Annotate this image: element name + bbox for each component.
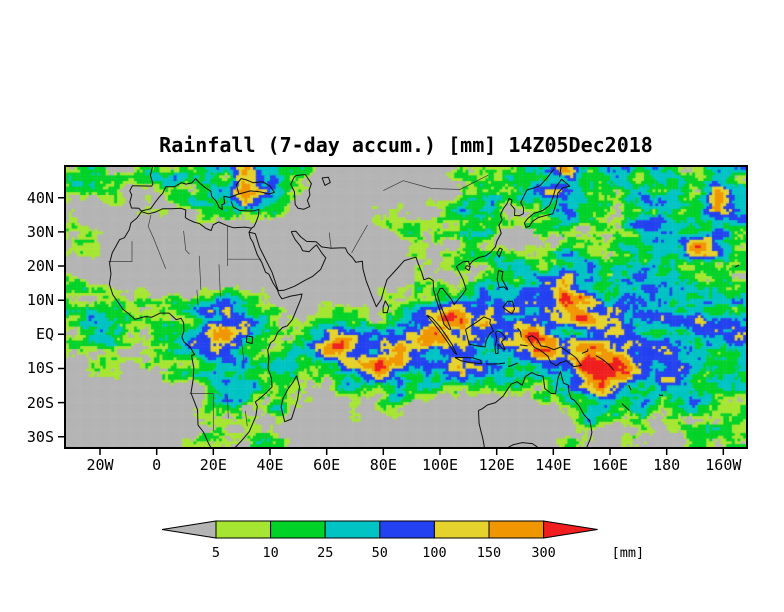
lat-tick-label: 30S: [26, 427, 54, 446]
lat-tick-label: 20S: [26, 393, 54, 412]
country-borders-path: [108, 174, 489, 432]
colorbar-segment: [324, 520, 381, 539]
chart-title: Rainfall (7-day accum.) [mm] 14Z05Dec201…: [159, 133, 653, 157]
lat-tick-label: 20N: [26, 257, 54, 276]
colorbar-label: 300: [531, 545, 555, 561]
colorbar-label: 5: [212, 545, 220, 561]
colorbar-segment: [215, 520, 272, 539]
lon-tick-label: 60E: [313, 456, 341, 474]
lon-tick-label: 20W: [86, 456, 114, 474]
lon-tick-label: 120E: [478, 456, 515, 474]
colorbar-units-label: [mm]: [612, 545, 645, 561]
colorbar-legend: 5 10 25 50 100 150 300 [mm]: [161, 520, 645, 561]
lon-tick-label: 40E: [256, 456, 284, 474]
rainfall-field-canvas: [66, 167, 746, 447]
colorbar-label: 150: [477, 545, 501, 561]
lon-tick-label: 80E: [369, 456, 397, 474]
colorbar-segment: [488, 520, 545, 539]
colorbar-label: 10: [262, 545, 278, 561]
colorbar-label: 50: [372, 545, 388, 561]
lon-tick-label: 160W: [705, 456, 742, 474]
lon-tick-label: 100E: [421, 456, 459, 474]
lon-tick-label: 160E: [591, 456, 629, 474]
lon-tick-label: 180: [653, 456, 681, 474]
colorbar-right-arrow: [543, 520, 598, 539]
map-frame: [58, 165, 748, 455]
lon-tick-label: 0: [152, 456, 162, 474]
coastline-overlay: [58, 167, 740, 455]
lat-tick-label: 10S: [26, 359, 54, 378]
lon-tick-label: 140E: [535, 456, 572, 474]
colorbar-segment: [379, 520, 435, 539]
colorbar-label: 100: [422, 545, 446, 561]
lat-tick-label: 40N: [26, 188, 54, 207]
coastlines-path: [108, 167, 740, 447]
lat-tick-label: 30N: [26, 222, 54, 241]
colorbar-segment: [433, 520, 490, 539]
colorbar-left-arrow: [161, 520, 217, 539]
colorbar-label: 25: [317, 545, 333, 561]
lon-tick-label: 20E: [199, 456, 227, 474]
colorbar-segment: [270, 520, 326, 539]
lat-tick-label: 10N: [26, 291, 54, 310]
axis-tick-marks: [58, 196, 725, 455]
lat-tick-label: EQ: [35, 325, 54, 344]
